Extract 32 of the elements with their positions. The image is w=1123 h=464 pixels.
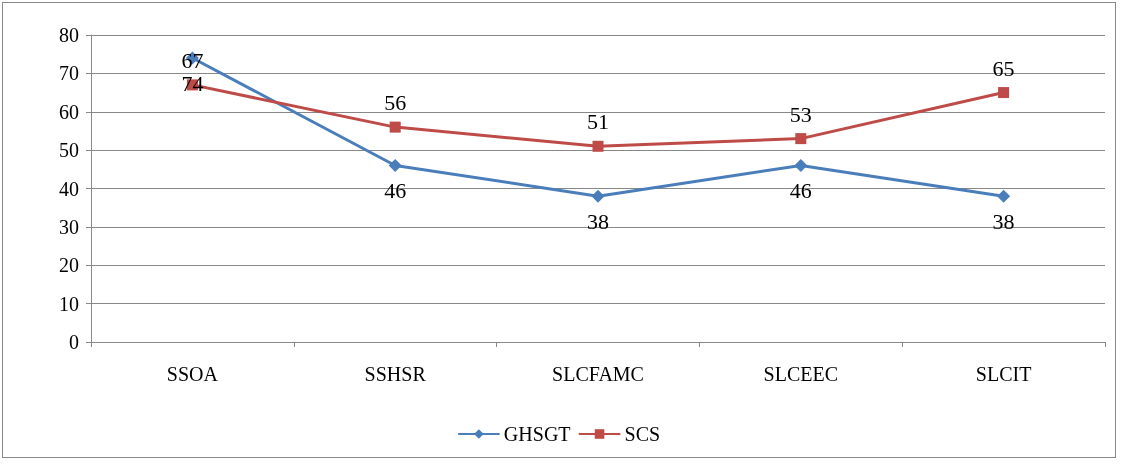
point [794,158,808,172]
x-tick-label: SLCEEC [763,363,839,385]
data-label: 56 [384,90,407,116]
x-tick-label: SLCIT [975,363,1032,385]
data-label: 51 [587,109,609,135]
legend-label: GHSGT [503,423,571,445]
y-tick-label: 50 [59,139,79,162]
y-tick-label: 40 [59,177,79,200]
data-label: 46 [789,178,812,204]
x-tick-label: SLCFAMC [552,363,644,385]
legend-label: SCS [624,423,661,445]
data-label: 38 [587,209,609,235]
data-label: 65 [992,55,1015,81]
data-label: 46 [384,178,407,204]
y-tick-label: 10 [59,292,79,315]
point [795,133,807,145]
data-label: 38 [992,209,1015,235]
point [389,121,401,133]
y-tick-label: 80 [59,24,79,46]
point [591,189,605,203]
y-tick-label: 30 [59,215,79,238]
y-tick-label: 20 [59,254,79,277]
point [997,189,1011,203]
point [388,158,402,172]
x-tick-label: SSHSR [364,363,427,385]
y-tick-label: 60 [59,100,79,123]
y-tick-label: 70 [59,62,79,85]
x-tick-label: SSOA [166,363,219,385]
point [592,140,604,152]
data-label: 53 [789,101,812,127]
y-tick-label: 0 [69,331,79,353]
point [998,87,1010,99]
